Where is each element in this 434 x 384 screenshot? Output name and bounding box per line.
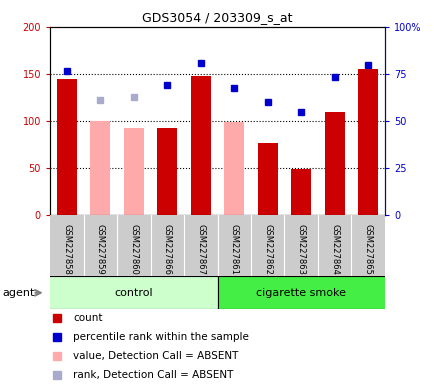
- Bar: [257, 142, 277, 215]
- Bar: [56, 79, 77, 215]
- Bar: [357, 69, 378, 215]
- Text: GSM227866: GSM227866: [162, 224, 171, 275]
- Text: control: control: [114, 288, 153, 298]
- Text: GSM227864: GSM227864: [329, 224, 339, 275]
- Bar: [123, 129, 144, 215]
- Text: GSM227865: GSM227865: [363, 224, 372, 275]
- Text: GSM227863: GSM227863: [296, 224, 305, 275]
- Text: GSM227861: GSM227861: [229, 224, 238, 275]
- Text: value, Detection Call = ABSENT: value, Detection Call = ABSENT: [73, 351, 238, 361]
- Bar: [224, 122, 244, 215]
- FancyBboxPatch shape: [50, 276, 217, 309]
- FancyBboxPatch shape: [217, 276, 384, 309]
- Text: agent: agent: [2, 288, 34, 298]
- Text: cigarette smoke: cigarette smoke: [256, 288, 345, 298]
- Text: GSM227860: GSM227860: [129, 224, 138, 275]
- Text: percentile rank within the sample: percentile rank within the sample: [73, 332, 249, 342]
- Text: count: count: [73, 313, 103, 323]
- Bar: [157, 127, 177, 215]
- Bar: [90, 121, 110, 215]
- Text: GDS3054 / 203309_s_at: GDS3054 / 203309_s_at: [142, 11, 292, 24]
- Bar: [190, 76, 210, 215]
- Bar: [290, 169, 311, 215]
- Text: GSM227867: GSM227867: [196, 224, 205, 275]
- Text: GSM227862: GSM227862: [263, 224, 272, 275]
- Bar: [324, 112, 344, 215]
- Text: rank, Detection Call = ABSENT: rank, Detection Call = ABSENT: [73, 370, 233, 380]
- Text: GSM227858: GSM227858: [62, 224, 71, 275]
- Text: GSM227859: GSM227859: [95, 224, 105, 275]
